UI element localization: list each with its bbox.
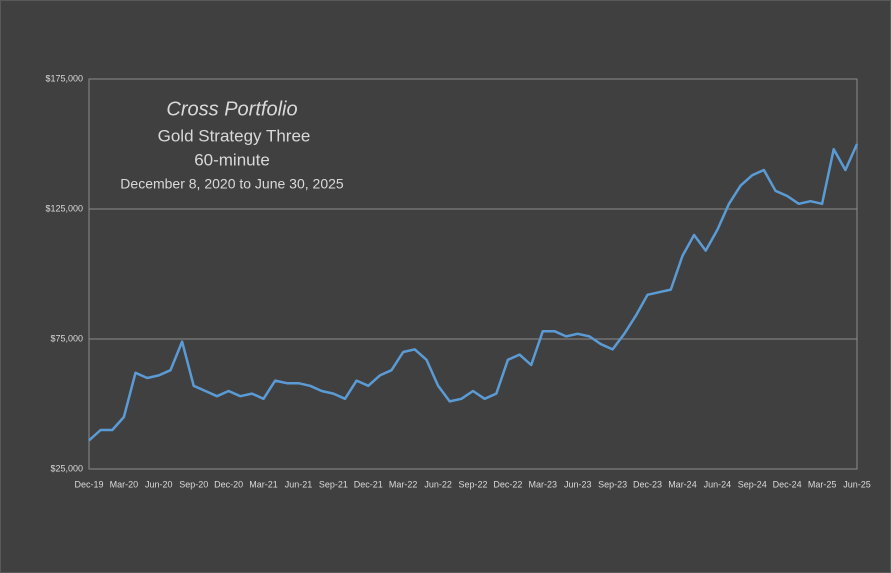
y-tick-label: $175,000	[45, 73, 83, 83]
y-tick-label: $25,000	[50, 463, 83, 473]
x-tick-label: Dec-23	[633, 479, 662, 489]
x-tick-label: Mar-20	[110, 479, 139, 489]
x-tick-label: Mar-23	[529, 479, 558, 489]
x-tick-label: Jun-24	[704, 479, 732, 489]
x-tick-label: Jun-22	[424, 479, 452, 489]
chart-subtitle: 60-minute	[194, 150, 270, 169]
x-tick-label: Sep-24	[738, 479, 767, 489]
x-tick-label: Sep-21	[319, 479, 348, 489]
y-tick-label: $125,000	[45, 203, 83, 213]
x-tick-label: Dec-24	[773, 479, 802, 489]
x-tick-label: Jun-25	[843, 479, 871, 489]
x-tick-label: Sep-20	[179, 479, 208, 489]
x-tick-label: Sep-23	[598, 479, 627, 489]
chart-subtitle: December 8, 2020 to June 30, 2025	[120, 176, 344, 192]
x-tick-label: Mar-25	[808, 479, 837, 489]
x-tick-label: Mar-21	[249, 479, 278, 489]
x-tick-label: Jun-20	[145, 479, 173, 489]
y-tick-label: $75,000	[50, 333, 83, 343]
chart-title: Cross Portfolio	[166, 98, 297, 120]
x-tick-label: Sep-22	[458, 479, 487, 489]
x-tick-label: Jun-21	[285, 479, 313, 489]
x-tick-label: Dec-20	[214, 479, 243, 489]
x-tick-label: Mar-24	[668, 479, 697, 489]
x-tick-label: Dec-19	[74, 479, 103, 489]
x-tick-label: Dec-21	[354, 479, 383, 489]
x-tick-label: Jun-23	[564, 479, 592, 489]
x-tick-label: Mar-22	[389, 479, 418, 489]
x-tick-label: Dec-22	[493, 479, 522, 489]
series-line	[88, 143, 859, 442]
chart-subtitle: Gold Strategy Three	[158, 126, 311, 145]
